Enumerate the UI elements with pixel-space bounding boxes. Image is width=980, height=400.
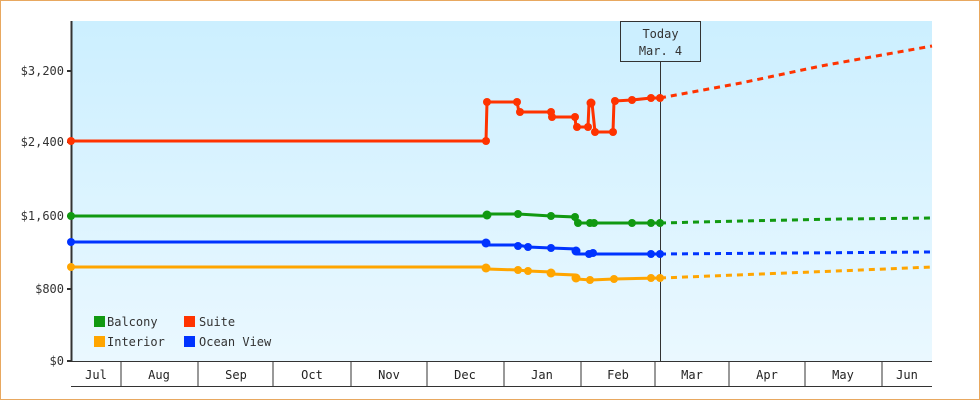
y-tick-label: $2,400 xyxy=(21,135,64,149)
x-axis: Jul Aug Sep Oct Nov Dec Jan Feb Mar Apr … xyxy=(71,361,932,387)
legend-swatch-ocean-view xyxy=(184,336,195,347)
y-tick-label: $800 xyxy=(35,282,64,296)
today-date: Mar. 4 xyxy=(639,44,682,58)
series-ocean-view xyxy=(67,238,933,258)
x-tick-label: Jan xyxy=(531,368,553,382)
plot-area xyxy=(71,21,932,361)
x-tick-label: May xyxy=(832,368,854,382)
x-tick-label: Jul xyxy=(85,368,107,382)
legend-swatch-interior xyxy=(94,336,105,347)
series-suite xyxy=(67,44,933,145)
x-tick-label: Feb xyxy=(607,368,629,382)
x-tick-label: Jun xyxy=(896,368,918,382)
series-interior xyxy=(67,263,933,284)
today-marker: Today Mar. 4 xyxy=(620,21,701,361)
legend-label-ocean-view: Ocean View xyxy=(199,335,272,349)
y-ticks: $0 $800 $1,600 $2,400 $3,200 xyxy=(21,64,72,368)
x-tick-label: Sep xyxy=(225,368,247,382)
today-label: Today xyxy=(642,27,678,41)
y-tick-label: $0 xyxy=(50,354,64,368)
y-tick-label: $3,200 xyxy=(21,64,64,78)
legend-label-suite: Suite xyxy=(199,315,235,329)
x-tick-label: Apr xyxy=(756,368,778,382)
legend-label-interior: Interior xyxy=(107,335,165,349)
series-balcony xyxy=(67,210,933,227)
x-tick-label: Oct xyxy=(301,368,323,382)
legend: Balcony Suite Interior Ocean View xyxy=(94,315,272,349)
x-tick-label: Aug xyxy=(148,368,170,382)
x-tick-label: Nov xyxy=(378,368,400,382)
y-tick-label: $1,600 xyxy=(21,209,64,223)
legend-swatch-suite xyxy=(184,316,195,327)
x-tick-label: Mar xyxy=(681,368,703,382)
legend-label-balcony: Balcony xyxy=(107,315,158,329)
legend-swatch-balcony xyxy=(94,316,105,327)
x-tick-label: Dec xyxy=(454,368,476,382)
